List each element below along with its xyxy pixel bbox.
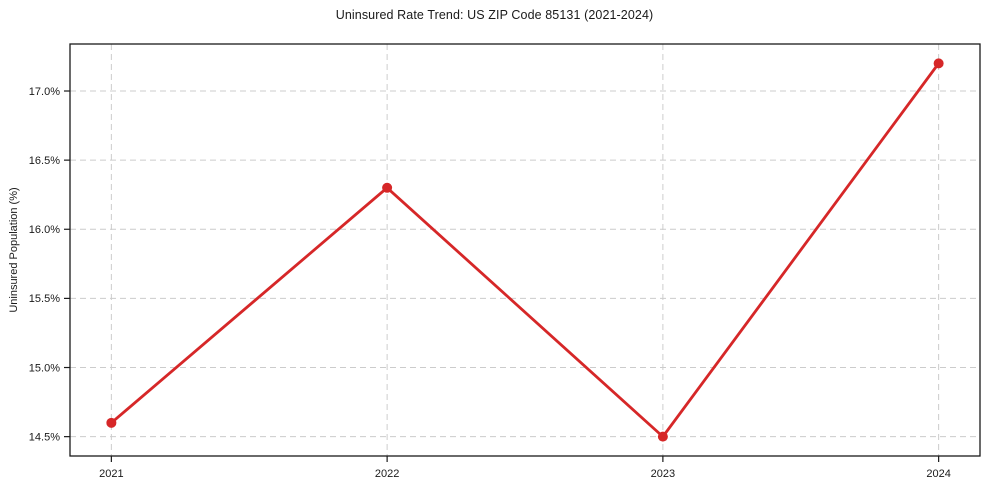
y-tick-label: 15.5% xyxy=(29,293,60,305)
y-tick-label: 17.0% xyxy=(29,86,60,98)
trend-line xyxy=(109,61,941,439)
x-tick-label: 2023 xyxy=(651,468,675,480)
y-tick-label: 15.0% xyxy=(29,362,60,374)
chart-title: Uninsured Rate Trend: US ZIP Code 85131 … xyxy=(335,8,654,22)
y-tick-label: 16.0% xyxy=(29,224,60,236)
data-point-marker xyxy=(657,431,668,442)
y-tick-label: 16.5% xyxy=(29,155,60,167)
y-tick-label: 14.5% xyxy=(29,431,60,443)
plot-frame xyxy=(69,43,981,457)
x-tick-label: 2024 xyxy=(926,468,950,480)
data-point-marker xyxy=(933,58,944,69)
x-tick-label: 2021 xyxy=(99,468,123,480)
data-point-marker xyxy=(106,417,117,428)
data-point-marker xyxy=(382,182,393,193)
x-tick-label: 2022 xyxy=(375,468,399,480)
